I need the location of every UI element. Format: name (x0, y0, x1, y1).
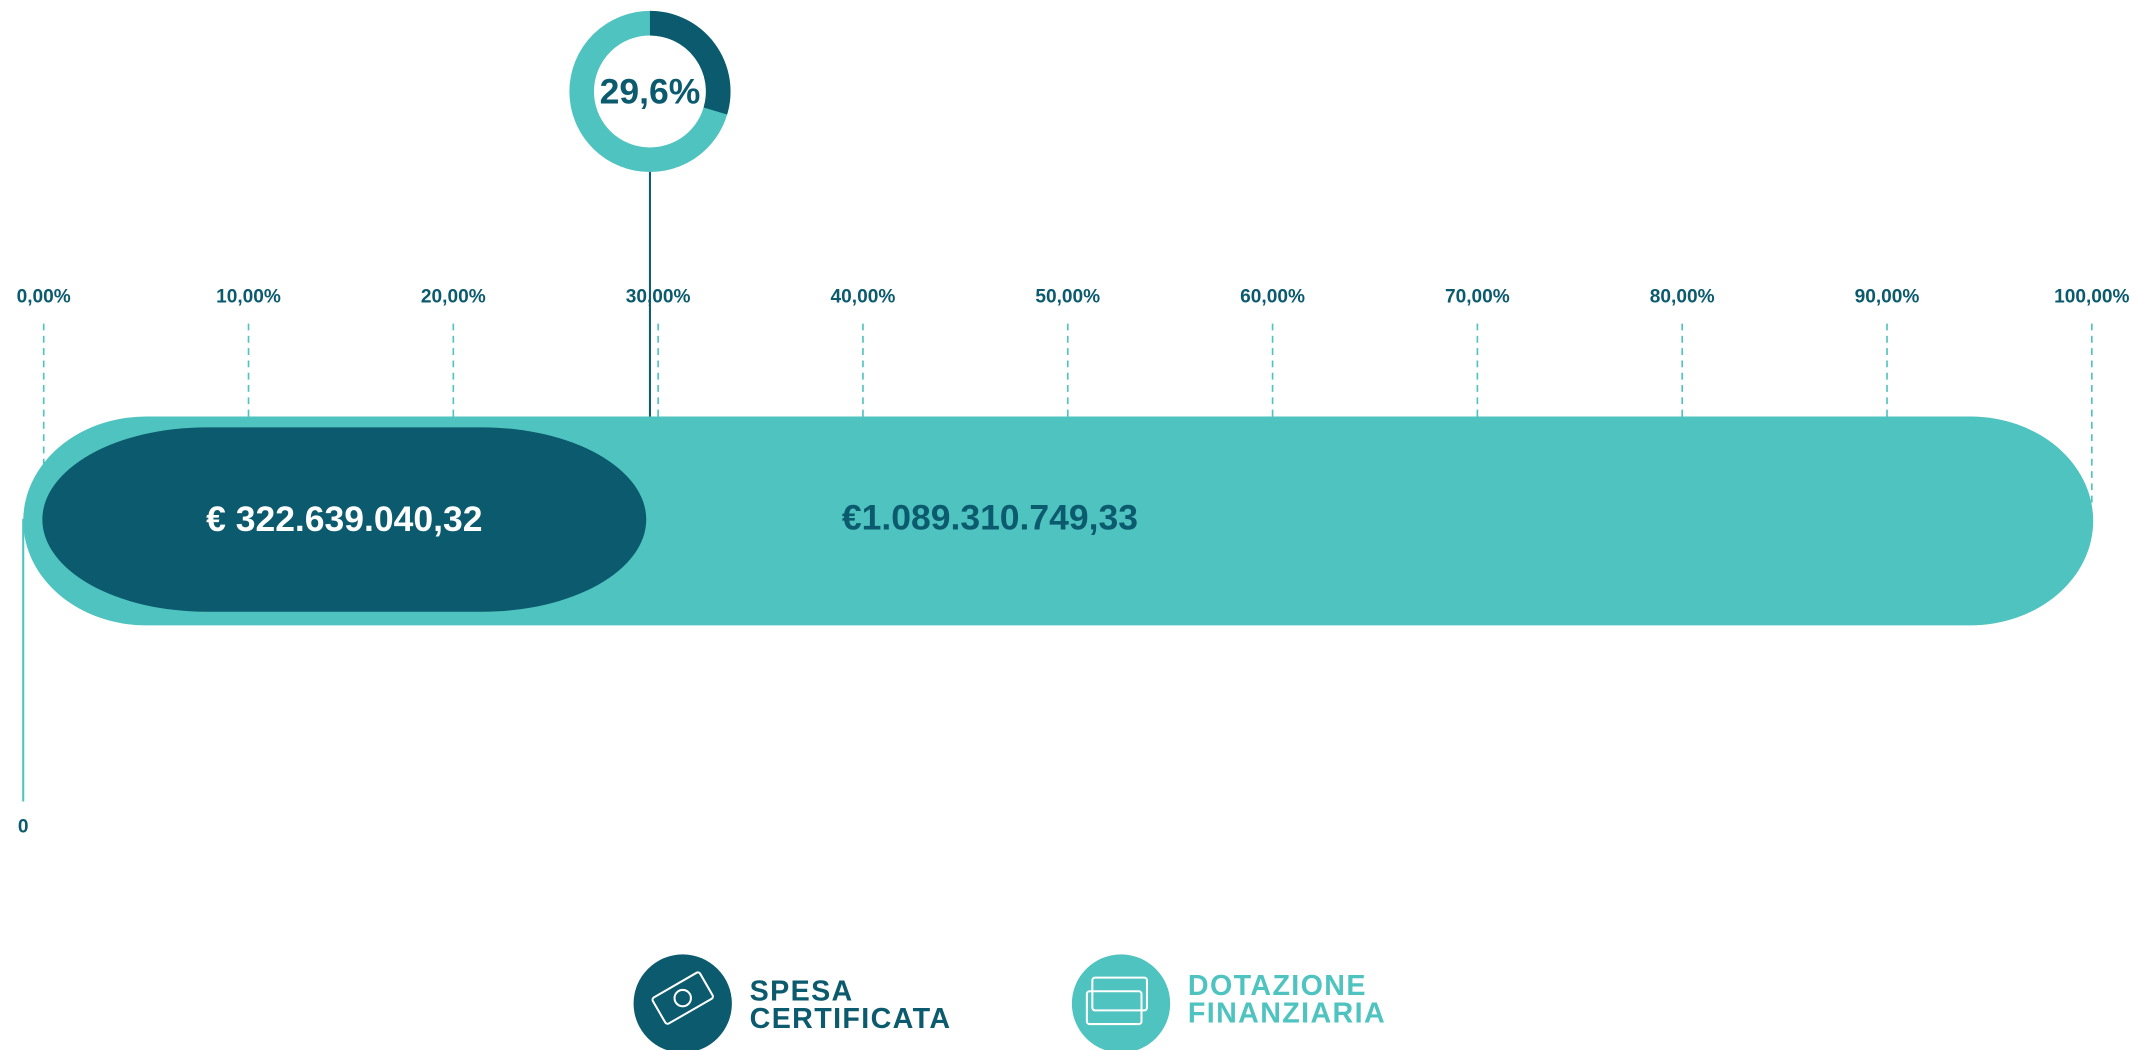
x-tick-label: 50,00% (1035, 287, 1100, 308)
x-tick-label: 0,00% (17, 287, 71, 308)
x-tick-label: 80,00% (1650, 287, 1715, 308)
x-tick-label: 70,00% (1445, 287, 1510, 308)
legend-icons (633, 954, 1171, 1050)
donut-label: 29,6% (600, 72, 701, 112)
icon-stack (1085, 990, 1143, 1026)
legend-label: SPESA CERTIFICATA (750, 975, 952, 1034)
x-tick-label: 30,00% (626, 287, 691, 308)
bar-spesa (42, 427, 647, 612)
x-tick-label: 100,00% (2054, 287, 2129, 308)
x-tick-label: 20,00% (421, 287, 486, 308)
icon-coin (673, 988, 692, 1008)
value-label: €1.089.310.749,33 (842, 498, 1138, 538)
donut-arc (649, 10, 731, 115)
icon-spesa (633, 954, 732, 1050)
x-tick-label: 10,00% (216, 287, 281, 308)
icon-bill (651, 971, 714, 1025)
x-tick-label: 40,00% (831, 287, 896, 308)
value-label: € 322.639.040,32 (206, 499, 482, 539)
origin-label: 0 (18, 816, 29, 837)
legend-label: DOTAZIONE FINANZIARIA (1188, 970, 1386, 1029)
x-tick-label: 90,00% (1855, 287, 1920, 308)
icon-stack (1091, 976, 1148, 1012)
x-tick-label: 60,00% (1240, 287, 1305, 308)
